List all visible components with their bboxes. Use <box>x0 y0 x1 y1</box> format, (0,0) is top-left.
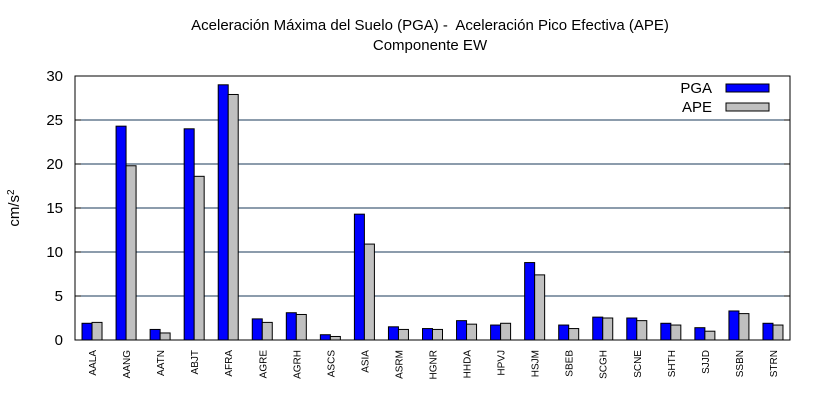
x-tick-label: AALA <box>88 350 99 376</box>
bar-ape-aala <box>91 321 103 341</box>
bar-ape-ascs <box>329 335 341 341</box>
x-tick-label: SCGH <box>599 350 610 379</box>
bar-pga-hhda <box>456 320 468 341</box>
bar-ape-hhda <box>466 323 478 341</box>
chart-title: Aceleración Máxima del Suelo (PGA) - Ace… <box>191 17 669 34</box>
bar-ape-asrm <box>397 328 409 341</box>
x-tick-label: ASCS <box>326 350 337 378</box>
bar-ape-shth <box>670 324 682 341</box>
x-axis: AALA AANG AATN ABJT AFRA AGRE AGRH ASCS ASIA ASRM… <box>88 350 780 380</box>
bar-ape-asia <box>363 243 375 341</box>
x-tick-label: ASRM <box>394 350 405 379</box>
bar-pga-aang <box>115 125 127 341</box>
bar-ape-agre <box>261 321 273 341</box>
y-tick-label: 25 <box>46 112 63 129</box>
y-tick-label: 10 <box>46 244 63 261</box>
bar-pga-aatn <box>149 328 161 341</box>
x-tick-label: SHTH <box>667 350 678 377</box>
x-tick-label: ASIA <box>360 350 371 373</box>
bar-ape-hsjm <box>534 274 546 341</box>
bar-ape-agrh <box>295 313 307 341</box>
bar-pga-agre <box>251 318 263 341</box>
x-tick-label: HSJM <box>531 350 542 377</box>
x-tick-label: HGNR <box>429 350 440 379</box>
bar-ape-sjjd <box>704 330 716 341</box>
bar-ape-sbeb <box>568 328 580 341</box>
legend-label: APE <box>682 99 712 116</box>
chart-title-block: Aceleración Máxima del Suelo (PGA) - Ace… <box>70 16 790 56</box>
x-tick-label: SJJD <box>701 350 712 374</box>
bar-pga-sbeb <box>558 324 570 341</box>
bar-ape-hgnr <box>432 328 443 341</box>
x-tick-label: SBEB <box>565 350 576 377</box>
y-tick-label: 20 <box>46 156 63 173</box>
x-tick-label: AGRH <box>292 350 303 379</box>
bar-ape-hpvj <box>500 322 512 341</box>
y-axis-label-unit: cm/s <box>6 195 23 227</box>
bar-ape-aang <box>125 165 137 341</box>
bar-pga-strn <box>762 322 774 341</box>
legend-swatch <box>725 83 770 93</box>
bar-pga-hgnr <box>422 328 433 341</box>
bar-pga-ascs <box>319 334 331 341</box>
bar-pga-asia <box>353 213 365 341</box>
bar-ape-scne <box>636 320 648 341</box>
bar-pga-ssbn <box>728 310 740 341</box>
x-tick-label: SSBN <box>735 350 746 377</box>
x-tick-label: ABJT <box>190 350 201 374</box>
chart-subtitle: Componente EW <box>372 37 488 54</box>
y-tick-label: 15 <box>46 200 63 217</box>
bar-ape-afra <box>227 93 239 341</box>
y-tick-label: 5 <box>55 288 63 305</box>
x-tick-label: SCNE <box>633 350 644 378</box>
y-axis: 0 5 10 15 20 25 30 <box>46 68 790 349</box>
bar-ape-scgh <box>602 317 614 341</box>
x-tick-label: AANG <box>122 350 133 379</box>
bar-pga-abjt <box>183 128 195 341</box>
y-axis-label-exponent: 2 <box>6 189 17 195</box>
x-tick-label: STRN <box>769 350 780 377</box>
x-tick-label: AFRA <box>224 350 235 377</box>
legend-label: PGA <box>680 80 712 97</box>
x-tick-label: AATN <box>156 350 167 376</box>
bar-ape-ssbn <box>738 313 750 341</box>
bar-pga-afra <box>217 84 229 341</box>
bar-pga-sjjd <box>694 327 706 341</box>
x-tick-label: AGRE <box>258 350 269 379</box>
bar-pga-agrh <box>285 312 297 341</box>
y-tick-label: 30 <box>46 68 63 85</box>
bar-ape-abjt <box>193 175 205 341</box>
legend: PGA APE <box>680 80 770 116</box>
bar-pga-hsjm <box>524 262 536 341</box>
bar-pga-scgh <box>592 316 604 341</box>
x-tick-label: HPVJ <box>497 350 508 376</box>
y-tick-label: 0 <box>55 332 63 349</box>
bar-ape-aatn <box>159 332 171 341</box>
bar-ape-strn <box>772 324 784 341</box>
y-axis-label: cm/s2 <box>6 189 24 227</box>
bar-pga-shth <box>660 322 672 341</box>
bar-pga-aala <box>81 322 93 341</box>
x-tick-label: HHDA <box>463 350 474 379</box>
bars-layer <box>81 84 784 341</box>
bar-pga-scne <box>626 317 638 341</box>
legend-swatch <box>725 102 770 112</box>
grid-layer <box>75 119 790 297</box>
bar-pga-hpvj <box>490 324 502 341</box>
bar-pga-asrm <box>387 326 399 341</box>
